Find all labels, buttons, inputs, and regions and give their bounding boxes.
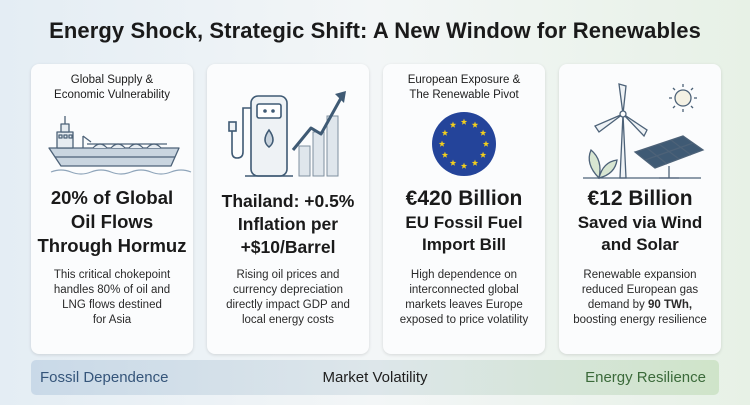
card-headline: €12 Billion Saved via Wind and Solar [559,186,721,256]
card-header-line: Global Supply & [70,74,154,86]
card-renewable-savings: €12 Billion Saved via Wind and Solar Ren… [559,64,721,354]
card-headline: Thailand: +0.5% Inflation per +$10/Barre… [207,190,369,259]
card-body: Renewable expansion reduced European gas… [561,268,719,328]
eu-star-icon [479,151,487,158]
body-line: currency depreciation [233,284,343,296]
body-line: demand by 90 TWh, [561,298,719,313]
eu-flag-icon [383,104,545,184]
headline-line: Oil Flows [70,211,154,232]
headline-line: Thailand: +0.5% [221,191,355,211]
body-line: High dependence on [410,269,518,281]
body-line: handles 80% of oil and [53,284,171,296]
body-line: reduced European gas [581,284,699,296]
body-line: interconnected global [409,284,519,296]
card-header-line: The Renewable Pivot [409,89,519,101]
body-line: exposed to price volatility [399,314,529,326]
body-line: markets leaves Europe [405,299,523,311]
fuel-pump-rising-chart-icon [207,72,369,180]
card-body: Rising oil prices and currency depreciat… [213,268,363,328]
card-header: European Exposure & The Renewable Pivot [383,73,545,103]
body-line: This critical chokepoint [53,269,171,281]
eu-star-icon [438,140,446,147]
headline-line: Import Bill [421,235,507,254]
card-headline: 20% of Global Oil Flows Through Hormuz [31,186,193,258]
eu-star-icon [460,162,468,169]
body-line: local energy costs [241,314,335,326]
card-header: Global Supply & Economic Vulnerability [31,73,193,103]
headline-sub: EU Fossil Fuel Import Bill [383,212,545,256]
body-line: directly impact GDP and [226,299,350,311]
eu-star-icon [449,159,457,166]
card-headline: €420 Billion EU Fossil Fuel Import Bill [383,186,545,256]
card-header-line: Economic Vulnerability [54,89,170,101]
body-line: LNG flows destined [62,299,162,311]
card-european-exposure: European Exposure & The Renewable Pivot … [383,64,545,354]
card-header-line: European Exposure & [407,74,521,86]
bar-label-right: Energy Resilience [585,369,706,386]
tanker-ship-icon [31,104,193,184]
headline-line: Through Hormuz [37,235,187,256]
headline-line: EU Fossil Fuel [405,213,523,232]
spectrum-bar: Fossil Dependence Market Volatility Ener… [31,360,719,395]
eu-star-icon [479,129,487,136]
card-body: This critical chokepoint handles 80% of … [37,268,187,328]
card-body: High dependence on interconnected global… [387,268,541,328]
wind-turbine-solar-panel-icon [559,78,721,182]
body-text: demand by [587,299,645,311]
headline-line: +$10/Barrel [240,237,336,257]
body-line: Renewable expansion [583,269,697,281]
body-line: boosting energy resilience [573,314,707,326]
headline-line: 20% of Global [50,187,174,208]
bar-label-center: Market Volatility [322,369,428,386]
eu-star-icon [471,121,479,128]
body-emphasis: 90 TWh, [648,299,693,311]
headline-sub: Saved via Wind and Solar [559,212,721,256]
page-title: Energy Shock, Strategic Shift: A New Win… [49,18,701,43]
eu-star-icon [449,121,457,128]
card-thailand-inflation: Thailand: +0.5% Inflation per +$10/Barre… [207,64,369,354]
eu-star-icon [441,151,449,158]
headline-line: Saved via Wind [577,213,703,232]
eu-star-icon [441,129,449,136]
bar-label-left: Fossil Dependence [40,369,169,386]
headline-line: Inflation per [237,214,339,234]
headline-amount: €12 Billion [587,187,693,210]
body-line: for Asia [92,314,132,326]
body-line: Rising oil prices and [236,269,340,281]
headline-amount: €420 Billion [405,187,523,210]
eu-star-icon [482,140,490,147]
eu-star-icon [460,118,468,125]
card-global-supply: Global Supply & Economic Vulnerability [31,64,193,354]
headline-line: and Solar [601,235,679,254]
eu-star-icon [471,159,479,166]
